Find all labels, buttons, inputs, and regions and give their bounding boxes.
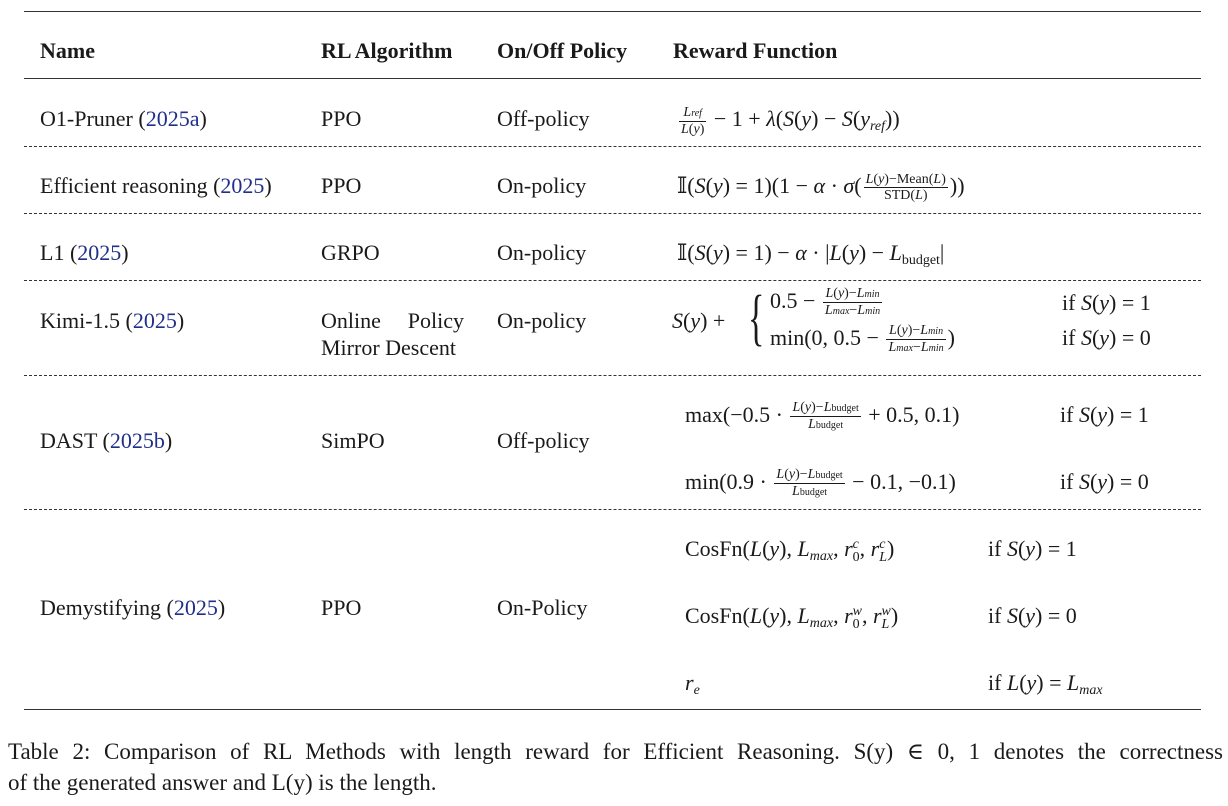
citation-link[interactable]: 2025 [220, 173, 265, 198]
citation-link[interactable]: 2025 [132, 308, 177, 333]
reward-formula-kimi-case2: min(0, 0.5 − L(y)−Lmin Lmax−Lmin) [770, 323, 955, 356]
reward-formula-dast-case2: min(0.9 · L(y)−Lbudget Lbudget − 0.1, −0.… [685, 467, 956, 500]
top-rule [24, 11, 1201, 12]
header-algorithm: RL Algorithm [321, 38, 453, 63]
row-name-dast: DAST (2025b) [40, 428, 173, 453]
row-algorithm: PPO [321, 173, 362, 198]
row-separator [24, 146, 1201, 147]
row-separator [24, 509, 1201, 510]
header-policy: On/Off Policy [497, 38, 628, 63]
row-name-o1-pruner: O1-Pruner (2025a) [40, 106, 207, 131]
row-algorithm-line1: Online Policy [321, 308, 464, 333]
reward-formula-demyst-cond1: if S(y) = 1 [988, 536, 1077, 561]
left-brace: { [748, 284, 765, 352]
row-name-efficient-reasoning: Efficient reasoning (2025) [40, 173, 272, 198]
row-policy: Off-policy [497, 428, 590, 453]
reward-formula-demyst-case1: CosFn(L(y), Lmax, rc 0, rc L) [685, 536, 895, 565]
table-caption: Table 2: Comparison of RL Methods with l… [8, 736, 1223, 798]
bottom-rule [24, 709, 1201, 710]
citation-link[interactable]: 2025 [173, 595, 218, 620]
row-separator [24, 213, 1201, 214]
reward-formula-o1-pruner: Lref L(y) − 1 + λ(S(y) − S(yref)) [679, 104, 900, 137]
row-algorithm: SimPO [321, 428, 385, 453]
row-algorithm: PPO [321, 595, 362, 620]
row-policy: On-policy [497, 308, 587, 333]
header-rule [24, 78, 1201, 79]
row-name-kimi: Kimi-1.5 (2025) [40, 308, 185, 333]
row-policy: On-Policy [497, 595, 588, 620]
caption-line-1: Table 2: Comparison of RL Methods with l… [8, 739, 1223, 764]
header-name: Name [40, 38, 95, 63]
row-policy: On-policy [497, 240, 587, 265]
reward-formula-kimi-cond1: if S(y) = 1 [1062, 290, 1151, 315]
reward-formula-demyst-case2: CosFn(L(y), Lmax, rw 0, rw L) [685, 603, 899, 632]
row-separator [24, 280, 1201, 281]
reward-formula-demyst-case3: re [685, 670, 700, 698]
row-policy: Off-policy [497, 106, 590, 131]
reward-formula-demyst-cond2: if S(y) = 0 [988, 603, 1077, 628]
reward-formula-demyst-cond3: if L(y) = Lmax [988, 670, 1103, 698]
header-reward: Reward Function [673, 38, 838, 63]
row-name-l1: L1 (2025) [40, 240, 129, 265]
reward-formula-kimi-case1: 0.5 − L(y)−Lmin Lmax−Lmin [770, 286, 883, 319]
citation-link[interactable]: 2025a [145, 106, 200, 131]
row-algorithm-line2: Mirror Descent [321, 335, 457, 360]
reward-formula-kimi-prefix: S(y) + [672, 308, 726, 333]
citation-link[interactable]: 2025 [77, 240, 122, 265]
row-algorithm: PPO [321, 106, 362, 131]
reward-formula-dast-case1: max(−0.5 · L(y)−Lbudget Lbudget + 0.5, 0.… [685, 400, 960, 433]
row-separator [24, 375, 1201, 376]
caption-line-2: of the generated answer and L(y) is the … [8, 770, 437, 795]
reward-formula-efficient-reasoning: 𝕀(S(y) = 1)(1 − α · σ(L(y)−Mean(L) STD(L)… [677, 172, 965, 204]
reward-formula-kimi-cond2: if S(y) = 0 [1062, 325, 1151, 350]
row-policy: On-policy [497, 173, 587, 198]
row-algorithm: GRPO [321, 240, 380, 265]
reward-formula-dast-cond2: if S(y) = 0 [1060, 469, 1149, 494]
row-name-demystifying: Demystifying (2025) [40, 595, 226, 620]
reward-formula-l1: 𝕀(S(y) = 1) − α · |L(y) − Lbudget| [677, 240, 945, 268]
reward-formula-dast-cond1: if S(y) = 1 [1060, 402, 1149, 427]
citation-link[interactable]: 2025b [109, 428, 165, 453]
